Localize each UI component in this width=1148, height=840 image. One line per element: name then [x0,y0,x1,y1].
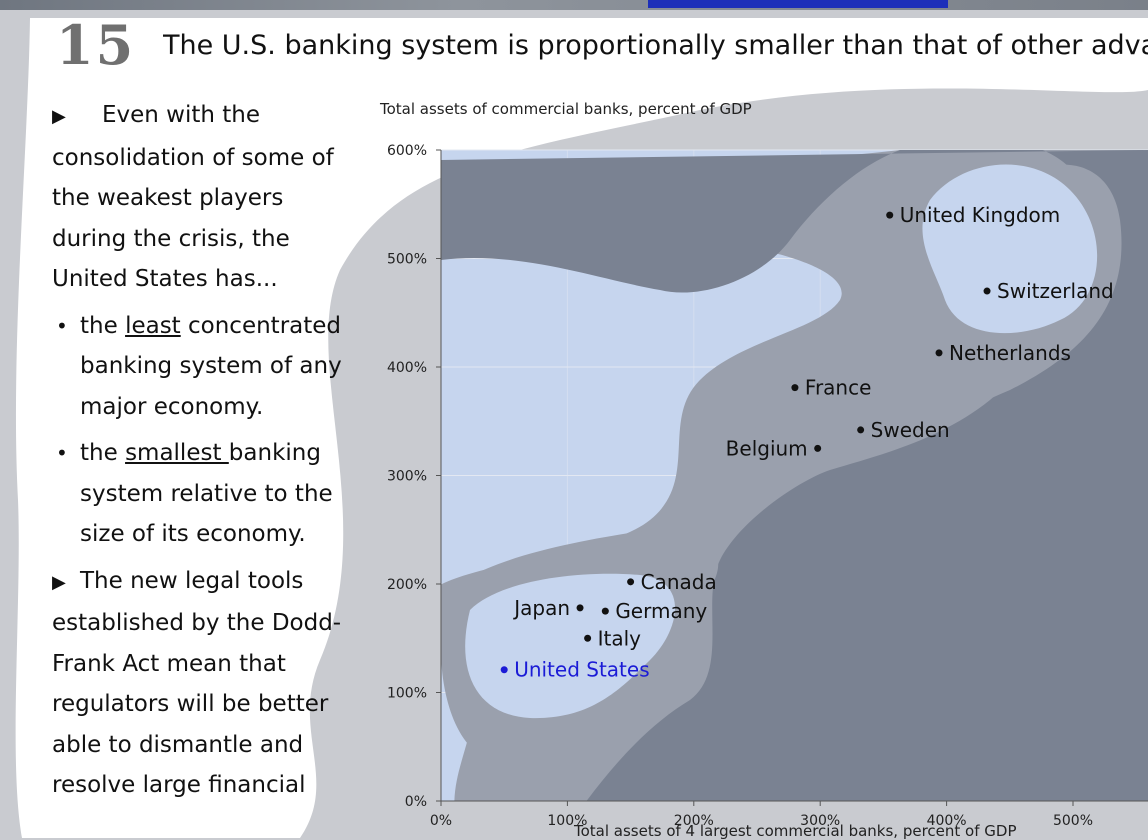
y-tick-label: 200% [387,577,427,593]
sub-bullet-item: • the smallest banking system relative to… [52,433,342,555]
underlined-word: smallest [125,440,229,466]
triangle-bullet-icon: ▶ [52,571,66,593]
chart-title: Total assets of commercial banks, percen… [380,100,752,118]
second-text: The new legal tools established by the D… [52,567,342,799]
region-shading [441,150,1148,801]
data-point-label: Sweden [871,418,950,442]
sub-bullet-item: • the least concentrated banking system o… [52,306,342,428]
data-point-label: Belgium [726,436,808,460]
x-tick-label: 0% [430,813,452,829]
dot-bullet-icon: • [56,441,68,465]
slide-title: The U.S. banking system is proportionall… [163,30,1148,61]
data-point [584,634,592,642]
y-tick-label: 500% [387,252,427,268]
data-point-label: Japan [512,596,570,620]
lightest-bubble-us [465,573,675,719]
sub-bullet-list: • the least concentrated banking system o… [52,306,342,555]
data-point-label: France [805,376,872,400]
data-point-label: Germany [615,599,707,623]
data-point [857,426,865,434]
y-tick-label: 600% [387,143,427,159]
underlined-word: least [125,312,181,339]
white-blob [15,18,1148,838]
data-point [791,384,799,392]
intro-text: Even with the consolidation of some of t… [52,102,334,292]
data-point [814,444,822,452]
sub-bullet-text: banking system relative to the size of i… [80,440,333,547]
y-tick-label: 0% [405,794,427,810]
y-tick-label: 100% [387,686,427,702]
sub-bullet-text: concentrated banking system of any major… [80,312,342,420]
x-axis-title: Total assets of 4 largest commercial ban… [574,822,1017,840]
sub-bullet-text: the [80,312,126,339]
light-bubble-uk-swiss [922,164,1098,334]
data-point-label: Switzerland [997,279,1114,303]
data-points: United Kingdom Switzerland Netherlands Fran… [500,203,1114,682]
data-point-label: United States [514,658,649,682]
second-paragraph: ▶ The new legal tools established by the … [52,561,342,806]
data-point [627,578,635,586]
data-point [576,604,584,612]
x-tick-labels: 0% 100% 200% 300% 400% 500% [430,801,1093,829]
x-tick-label: 400% [927,813,967,829]
data-point-label: United Kingdom [900,203,1061,227]
y-tick-labels: 0% 100% 200% 300% 400% 500% 600% [387,143,441,810]
y-tick-label: 300% [387,469,427,485]
x-tick-label: 100% [547,813,587,829]
dot-bullet-icon: • [56,313,68,338]
x-tick-label: 300% [800,813,840,829]
data-point [983,287,991,295]
data-point-label: Italy [598,626,642,650]
data-point-label: Netherlands [949,341,1071,365]
top-strip [0,0,1148,10]
top-nav-tab [648,0,948,8]
bullet-text: ▶ Even with the consolidation of some of … [52,95,342,806]
sub-bullet-text: the [80,440,126,466]
slide-number: 15 [56,13,136,77]
data-point-label: Canada [641,570,717,594]
data-point [935,349,943,357]
data-point [886,211,894,219]
y-tick-label: 400% [387,360,427,376]
data-point [500,666,508,674]
x-tick-label: 200% [674,813,714,829]
triangle-bullet-icon: ▶ [52,106,66,127]
intro-paragraph: ▶ Even with the consolidation of some of … [52,95,342,300]
shade-band-inner [441,150,1148,801]
data-point [601,607,609,615]
x-tick-label: 500% [1053,813,1093,829]
